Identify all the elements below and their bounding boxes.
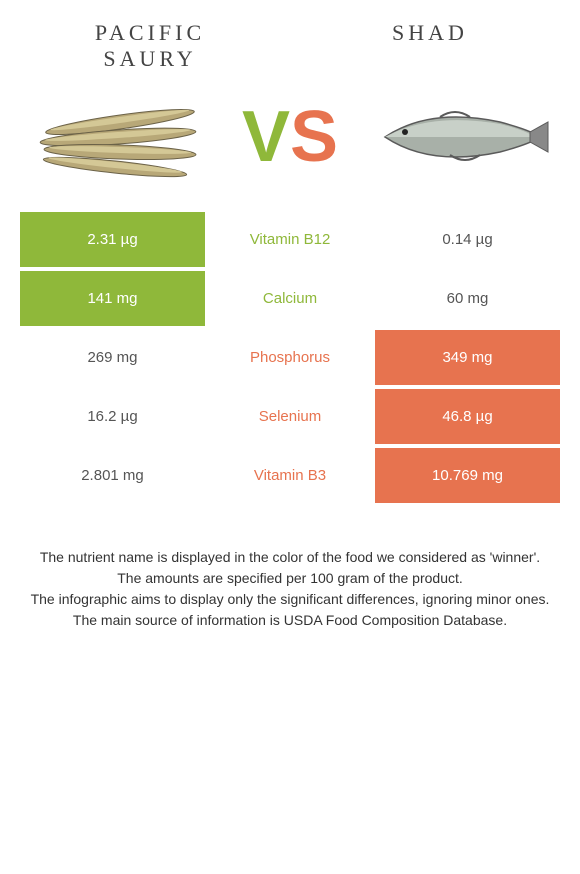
vs-s: S [290, 96, 338, 178]
footer-line: The main source of information is USDA F… [20, 610, 560, 631]
footer-notes: The nutrient name is displayed in the co… [0, 507, 580, 631]
cell-nutrient: Selenium [205, 389, 375, 444]
header: Pacific saury Shad [0, 0, 580, 82]
footer-line: The infographic aims to display only the… [20, 589, 560, 610]
comparison-table: 2.31 µgVitamin B120.14 µg141 mgCalcium60… [0, 212, 580, 503]
cell-right: 60 mg [375, 271, 560, 326]
table-row: 269 mgPhosphorus349 mg [20, 330, 560, 385]
cell-nutrient: Calcium [205, 271, 375, 326]
cell-right: 10.769 mg [375, 448, 560, 503]
vs-v: V [242, 96, 290, 178]
cell-nutrient: Vitamin B3 [205, 448, 375, 503]
title-right: Shad [330, 20, 530, 46]
cell-left: 2.801 mg [20, 448, 205, 503]
cell-left: 141 mg [20, 271, 205, 326]
cell-right: 349 mg [375, 330, 560, 385]
pacific-saury-image [30, 82, 210, 192]
table-row: 2.801 mgVitamin B310.769 mg [20, 448, 560, 503]
cell-right: 0.14 µg [375, 212, 560, 267]
cell-nutrient: Vitamin B12 [205, 212, 375, 267]
footer-line: The amounts are specified per 100 gram o… [20, 568, 560, 589]
table-row: 2.31 µgVitamin B120.14 µg [20, 212, 560, 267]
cell-left: 269 mg [20, 330, 205, 385]
vs-row: VS [0, 82, 580, 212]
cell-left: 2.31 µg [20, 212, 205, 267]
table-row: 16.2 µgSelenium46.8 µg [20, 389, 560, 444]
title-left: Pacific saury [50, 20, 250, 72]
footer-line: The nutrient name is displayed in the co… [20, 547, 560, 568]
cell-right: 46.8 µg [375, 389, 560, 444]
table-row: 141 mgCalcium60 mg [20, 271, 560, 326]
cell-nutrient: Phosphorus [205, 330, 375, 385]
cell-left: 16.2 µg [20, 389, 205, 444]
shad-image [370, 82, 550, 192]
vs-label: VS [242, 96, 338, 178]
